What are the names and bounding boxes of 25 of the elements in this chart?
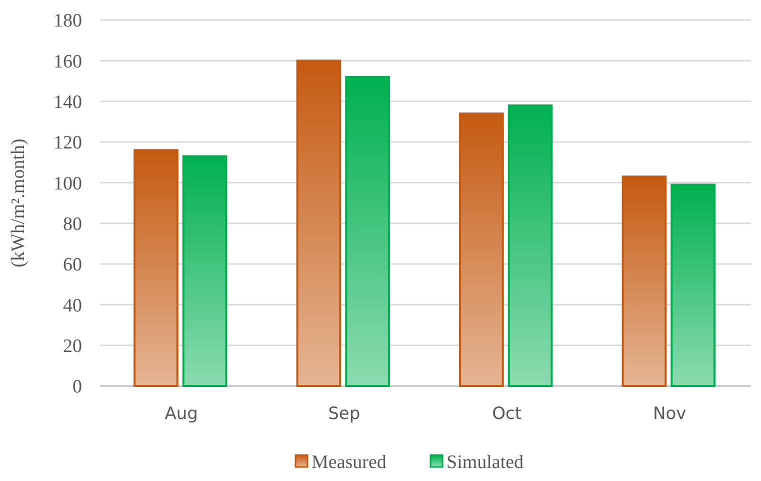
x-tick-label: Aug <box>164 404 198 424</box>
y-tick-label: 140 <box>54 92 82 113</box>
y-tick-label: 60 <box>63 254 82 276</box>
y-axis-title: (kWh/m².month) <box>8 138 29 268</box>
x-tick-label: Nov <box>653 404 686 424</box>
y-tick-label: 120 <box>54 132 82 154</box>
legend-label: Measured <box>312 452 387 473</box>
bar <box>296 60 342 387</box>
y-tick-label: 40 <box>63 295 82 316</box>
x-tick-label: Sep <box>328 404 360 424</box>
bar <box>508 104 553 387</box>
y-tick-label: 20 <box>63 336 82 357</box>
legend-label: Simulated <box>446 452 524 473</box>
y-tick-label: 100 <box>54 173 82 194</box>
bar <box>345 76 390 387</box>
bar <box>134 149 178 387</box>
bar <box>670 184 716 387</box>
y-tick-label: 80 <box>63 214 82 235</box>
y-tick-label: 0 <box>72 376 82 398</box>
bar <box>622 176 667 387</box>
bar <box>182 155 228 387</box>
y-tick-label: 160 <box>54 51 82 72</box>
y-tick-label: 180 <box>54 10 82 32</box>
bar <box>459 112 504 387</box>
x-tick-label: Oct <box>492 404 522 424</box>
